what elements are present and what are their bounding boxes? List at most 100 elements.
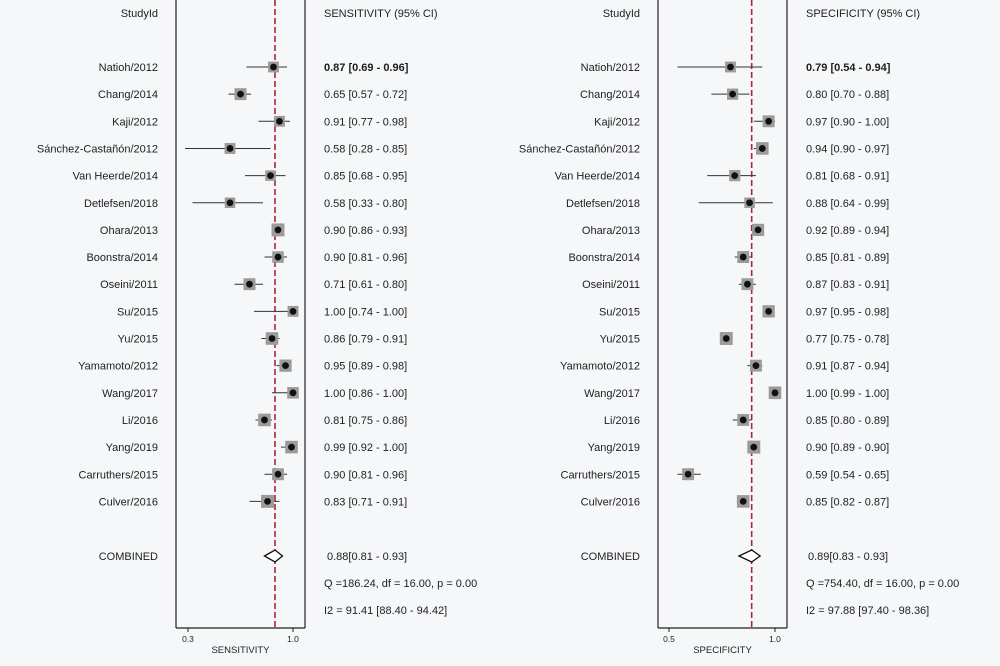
point-estimate xyxy=(722,335,730,342)
study-name: Yamamoto/2012 xyxy=(78,361,158,373)
estimate-label: 0.85 [0.68 - 0.95] xyxy=(324,171,407,183)
estimate-label: 0.85 [0.82 - 0.87] xyxy=(806,496,889,508)
study-name: Kaji/2012 xyxy=(112,116,158,128)
estimate-label: 0.58 [0.28 - 0.85] xyxy=(324,143,407,155)
study-name: Natioh/2012 xyxy=(99,62,158,74)
point-estimate xyxy=(771,389,779,397)
study-name: Li/2016 xyxy=(604,415,640,427)
estimate-label: 0.87 [0.69 - 0.96] xyxy=(324,62,409,74)
estimate-label: 1.00 [0.99 - 1.00] xyxy=(806,388,889,400)
x-tick-label: 1.0 xyxy=(287,634,299,644)
point-estimate xyxy=(226,145,234,152)
point-estimate xyxy=(752,362,760,370)
combined-label: COMBINED xyxy=(99,551,158,563)
estimate-label: 0.83 [0.71 - 0.91] xyxy=(324,496,407,508)
heterogeneity-stat: Q =754.40, df = 16.00, p = 0.00 xyxy=(806,578,959,590)
study-name: Yamamoto/2012 xyxy=(560,361,640,373)
point-estimate xyxy=(754,226,762,234)
study-name: Yang/2019 xyxy=(588,442,640,454)
x-tick-label: 0.3 xyxy=(182,634,194,644)
estimate-label: 1.00 [0.74 - 1.00] xyxy=(324,306,407,318)
study-name: Yu/2015 xyxy=(118,334,158,346)
estimate-label: 0.81 [0.75 - 0.86] xyxy=(324,415,407,427)
study-name: Detlefsen/2018 xyxy=(84,198,158,210)
point-estimate xyxy=(765,117,773,125)
point-estimate xyxy=(276,117,283,125)
estimate-label: 0.91 [0.77 - 0.98] xyxy=(324,116,407,128)
estimate-label: 0.79 [0.54 - 0.94] xyxy=(806,62,891,74)
study-name: Li/2016 xyxy=(122,415,158,427)
point-estimate xyxy=(264,498,271,505)
estimate-label: 0.95 [0.89 - 0.98] xyxy=(324,361,407,373)
point-estimate xyxy=(739,253,747,261)
study-name: Boonstra/2014 xyxy=(86,252,158,264)
study-name: Boonstra/2014 xyxy=(568,252,640,264)
study-header: StudyId xyxy=(121,8,158,20)
point-estimate xyxy=(226,199,234,207)
study-name: Carruthers/2015 xyxy=(561,469,641,481)
study-name: Sánchez-Castañón/2012 xyxy=(519,143,640,155)
study-name: Ohara/2013 xyxy=(582,225,640,237)
point-estimate xyxy=(739,498,747,505)
combined-estimate: 0.88[0.81 - 0.93] xyxy=(327,551,407,563)
study-name: Culver/2016 xyxy=(99,496,158,508)
study-name: Detlefsen/2018 xyxy=(566,198,640,210)
estimate-label: 0.91 [0.87 - 0.94] xyxy=(806,361,889,373)
study-name: Van Heerde/2014 xyxy=(73,171,158,183)
combined-diamond xyxy=(737,549,762,563)
combined-label: COMBINED xyxy=(581,551,640,563)
x-axis-label: SENSITIVITY xyxy=(211,645,270,656)
point-estimate xyxy=(746,199,753,207)
point-estimate xyxy=(758,145,766,152)
estimate-label: 0.97 [0.95 - 0.98] xyxy=(806,306,889,318)
estimate-label: 0.88 [0.64 - 0.99] xyxy=(806,198,889,210)
study-name: Culver/2016 xyxy=(581,496,640,508)
point-estimate xyxy=(274,470,282,478)
point-estimate xyxy=(237,90,244,98)
point-estimate xyxy=(727,63,734,71)
point-estimate xyxy=(289,389,297,397)
point-estimate xyxy=(731,172,739,180)
x-tick-label: 1.0 xyxy=(769,634,781,644)
estimate-label: 0.87 [0.83 - 0.91] xyxy=(806,279,889,291)
study-name: Su/2015 xyxy=(599,306,640,318)
combined-estimate: 0.89[0.83 - 0.93] xyxy=(808,551,888,563)
study-name: Yang/2019 xyxy=(106,442,158,454)
heterogeneity-stat: I2 = 91.41 [88.40 - 94.42] xyxy=(324,605,447,617)
study-name: Ohara/2013 xyxy=(100,225,158,237)
estimate-label: 0.90 [0.89 - 0.90] xyxy=(806,442,889,454)
point-estimate xyxy=(274,253,282,261)
estimate-label: 0.59 [0.54 - 0.65] xyxy=(806,469,889,481)
point-estimate xyxy=(267,172,274,180)
heterogeneity-stat: Q =186.24, df = 16.00, p = 0.00 xyxy=(324,578,477,590)
combined-diamond xyxy=(263,549,284,563)
estimate-label: 0.92 [0.89 - 0.94] xyxy=(806,225,889,237)
estimate-header: SENSITIVITY (95% CI) xyxy=(324,8,438,20)
estimate-label: 0.80 [0.70 - 0.88] xyxy=(806,89,889,101)
study-name: Sánchez-Castañón/2012 xyxy=(37,143,158,155)
study-name: Oseini/2011 xyxy=(582,279,640,291)
heterogeneity-stat: I2 = 97.88 [97.40 - 98.36] xyxy=(806,605,929,617)
point-estimate xyxy=(729,90,736,98)
point-estimate xyxy=(282,362,289,370)
estimate-label: 0.85 [0.80 - 0.89] xyxy=(806,415,889,427)
study-name: Su/2015 xyxy=(117,306,158,318)
estimate-label: 1.00 [0.86 - 1.00] xyxy=(324,388,407,400)
study-name: Wang/2017 xyxy=(584,388,640,400)
study-name: Chang/2014 xyxy=(98,89,158,101)
point-estimate xyxy=(274,226,282,234)
estimate-label: 0.71 [0.61 - 0.80] xyxy=(324,279,407,291)
study-name: Chang/2014 xyxy=(580,89,640,101)
study-name: Yu/2015 xyxy=(600,334,640,346)
estimate-label: 0.81 [0.68 - 0.91] xyxy=(806,171,889,183)
estimate-header: SPECIFICITY (95% CI) xyxy=(806,8,920,20)
x-tick-label: 0.5 xyxy=(663,634,675,644)
estimate-label: 0.90 [0.81 - 0.96] xyxy=(324,252,407,264)
estimate-label: 0.77 [0.75 - 0.78] xyxy=(806,334,889,346)
study-name: Kaji/2012 xyxy=(594,116,640,128)
point-estimate xyxy=(270,63,277,71)
estimate-label: 0.65 [0.57 - 0.72] xyxy=(324,89,407,101)
study-header: StudyId xyxy=(603,8,640,20)
